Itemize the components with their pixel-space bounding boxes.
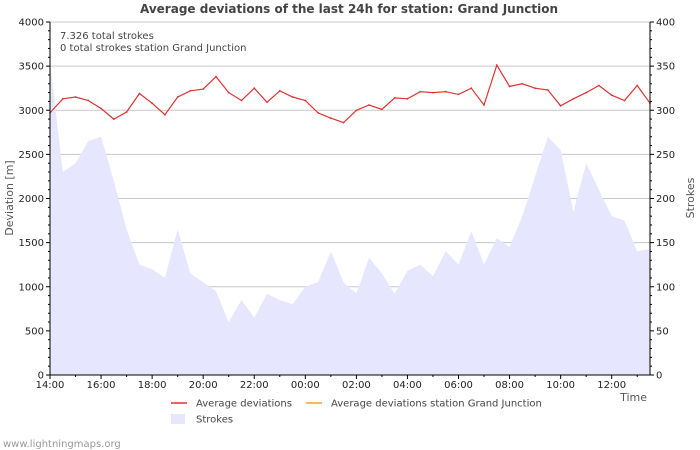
x-tick-label: 18:00 bbox=[138, 380, 167, 391]
average-deviations-point bbox=[100, 107, 102, 110]
average-deviations-point bbox=[559, 104, 562, 107]
average-deviations-point bbox=[406, 97, 409, 100]
x-axis-title: Time bbox=[619, 391, 647, 404]
x-tick-label: 04:00 bbox=[393, 380, 422, 391]
right-tick-label: 250 bbox=[656, 150, 675, 161]
average-deviations-point bbox=[112, 118, 115, 120]
average-deviations-point bbox=[304, 99, 307, 102]
left-tick-label: 1000 bbox=[19, 282, 44, 293]
x-tick-label: 16:00 bbox=[87, 380, 116, 391]
average-deviations-point bbox=[393, 97, 396, 99]
right-tick-label: 50 bbox=[656, 326, 669, 337]
x-tick-label: 10:00 bbox=[546, 380, 575, 391]
x-tick-label: 22:00 bbox=[240, 380, 269, 391]
average-deviations-point bbox=[508, 85, 511, 88]
y-axis-left-title: Deviation [m] bbox=[3, 160, 16, 235]
average-deviations-point bbox=[355, 109, 358, 112]
right-tick-label: 100 bbox=[656, 282, 675, 293]
average-deviations-point bbox=[189, 89, 192, 92]
average-deviations-point bbox=[572, 97, 575, 100]
average-deviations-point bbox=[202, 88, 205, 90]
average-deviations-point bbox=[330, 117, 332, 120]
right-tick-label: 400 bbox=[656, 18, 675, 29]
left-tick-label: 0 bbox=[38, 371, 44, 382]
average-deviations-point bbox=[125, 111, 128, 113]
right-tick-label: 0 bbox=[656, 371, 662, 382]
legend-label: Average deviations station Grand Junctio… bbox=[331, 399, 542, 410]
x-tick-label: 14:00 bbox=[36, 380, 65, 391]
average-deviations-point bbox=[521, 82, 524, 85]
average-deviations-polyline bbox=[49, 63, 651, 124]
left-tick-label: 2500 bbox=[19, 150, 44, 161]
average-deviations-point bbox=[278, 89, 281, 92]
average-deviations-point bbox=[240, 99, 243, 102]
average-deviations-point bbox=[547, 89, 549, 91]
average-deviations-point bbox=[266, 101, 268, 104]
average-deviations-point bbox=[215, 75, 217, 78]
x-tick-label: 20:00 bbox=[189, 380, 218, 391]
legend-label: Strokes bbox=[196, 415, 233, 426]
average-deviations-point bbox=[432, 91, 434, 94]
right-tick-label: 300 bbox=[656, 106, 675, 117]
x-tick-label: 08:00 bbox=[495, 380, 524, 391]
left-tick-label: 3500 bbox=[19, 62, 44, 73]
station-strokes-note: 0 total strokes station Grand Junction bbox=[60, 43, 246, 54]
average-deviations-point bbox=[227, 91, 230, 94]
legend: Average deviations Average deviations sta… bbox=[171, 399, 542, 426]
average-deviations-point bbox=[164, 113, 166, 116]
average-deviations-point bbox=[483, 104, 485, 106]
average-deviations-point bbox=[87, 99, 90, 102]
x-tick-label: 06:00 bbox=[444, 380, 473, 391]
average-deviations-point bbox=[61, 97, 64, 100]
y-axis-right-title: Strokes bbox=[684, 177, 697, 218]
chart-title: Average deviations of the last 24h for s… bbox=[140, 2, 558, 16]
average-deviations-point bbox=[368, 104, 370, 106]
average-deviations-line bbox=[49, 63, 651, 124]
x-tick-label: 00:00 bbox=[291, 380, 320, 391]
right-tick-label: 150 bbox=[656, 238, 675, 249]
legend-label: Average deviations bbox=[196, 399, 292, 410]
average-deviations-point bbox=[585, 91, 588, 94]
strokes-area-fill bbox=[50, 61, 650, 375]
left-axis-ticks: 0 500 1000 1500 2000 2500 3000 3500 4000 bbox=[19, 18, 50, 382]
total-strokes-note: 7.326 total strokes bbox=[60, 31, 154, 42]
legend-swatch bbox=[171, 414, 185, 424]
average-deviations-point bbox=[636, 84, 639, 87]
average-deviations-point bbox=[253, 87, 256, 90]
average-deviations-point bbox=[444, 90, 447, 93]
left-tick-label: 2000 bbox=[19, 194, 44, 205]
average-deviations-point bbox=[534, 87, 536, 90]
left-tick-label: 3000 bbox=[19, 106, 44, 117]
x-tick-label: 02:00 bbox=[342, 380, 371, 391]
source-credit: www.lightningmaps.org bbox=[3, 439, 121, 450]
left-tick-label: 1500 bbox=[19, 238, 44, 249]
average-deviations-point bbox=[317, 112, 319, 114]
average-deviations-point bbox=[623, 99, 626, 102]
right-tick-label: 350 bbox=[656, 62, 675, 73]
strokes-area bbox=[50, 61, 650, 375]
right-tick-label: 200 bbox=[656, 194, 675, 205]
average-deviations-point bbox=[342, 121, 345, 124]
average-deviations-point bbox=[291, 96, 294, 98]
average-deviations-point bbox=[495, 64, 498, 67]
x-axis-ticks: 14:00 16:00 18:00 20:00 22:00 00:00 02:00 04:00… bbox=[36, 375, 638, 391]
left-tick-label: 500 bbox=[25, 326, 44, 337]
average-deviations-point bbox=[419, 90, 422, 93]
average-deviations-point bbox=[470, 87, 473, 90]
right-axis-ticks: 0 50 100 150 200 250 300 350 400 bbox=[650, 18, 675, 382]
average-deviations-point bbox=[151, 102, 154, 105]
average-deviations-point bbox=[598, 84, 600, 87]
average-deviations-point bbox=[457, 93, 460, 96]
average-deviations-point bbox=[610, 94, 613, 97]
average-deviations-point bbox=[381, 108, 383, 111]
x-tick-label: 12:00 bbox=[597, 380, 626, 391]
average-deviations-point bbox=[138, 92, 141, 95]
average-deviations-point bbox=[176, 96, 179, 98]
average-deviations-point bbox=[74, 96, 77, 98]
left-tick-label: 4000 bbox=[19, 18, 44, 29]
